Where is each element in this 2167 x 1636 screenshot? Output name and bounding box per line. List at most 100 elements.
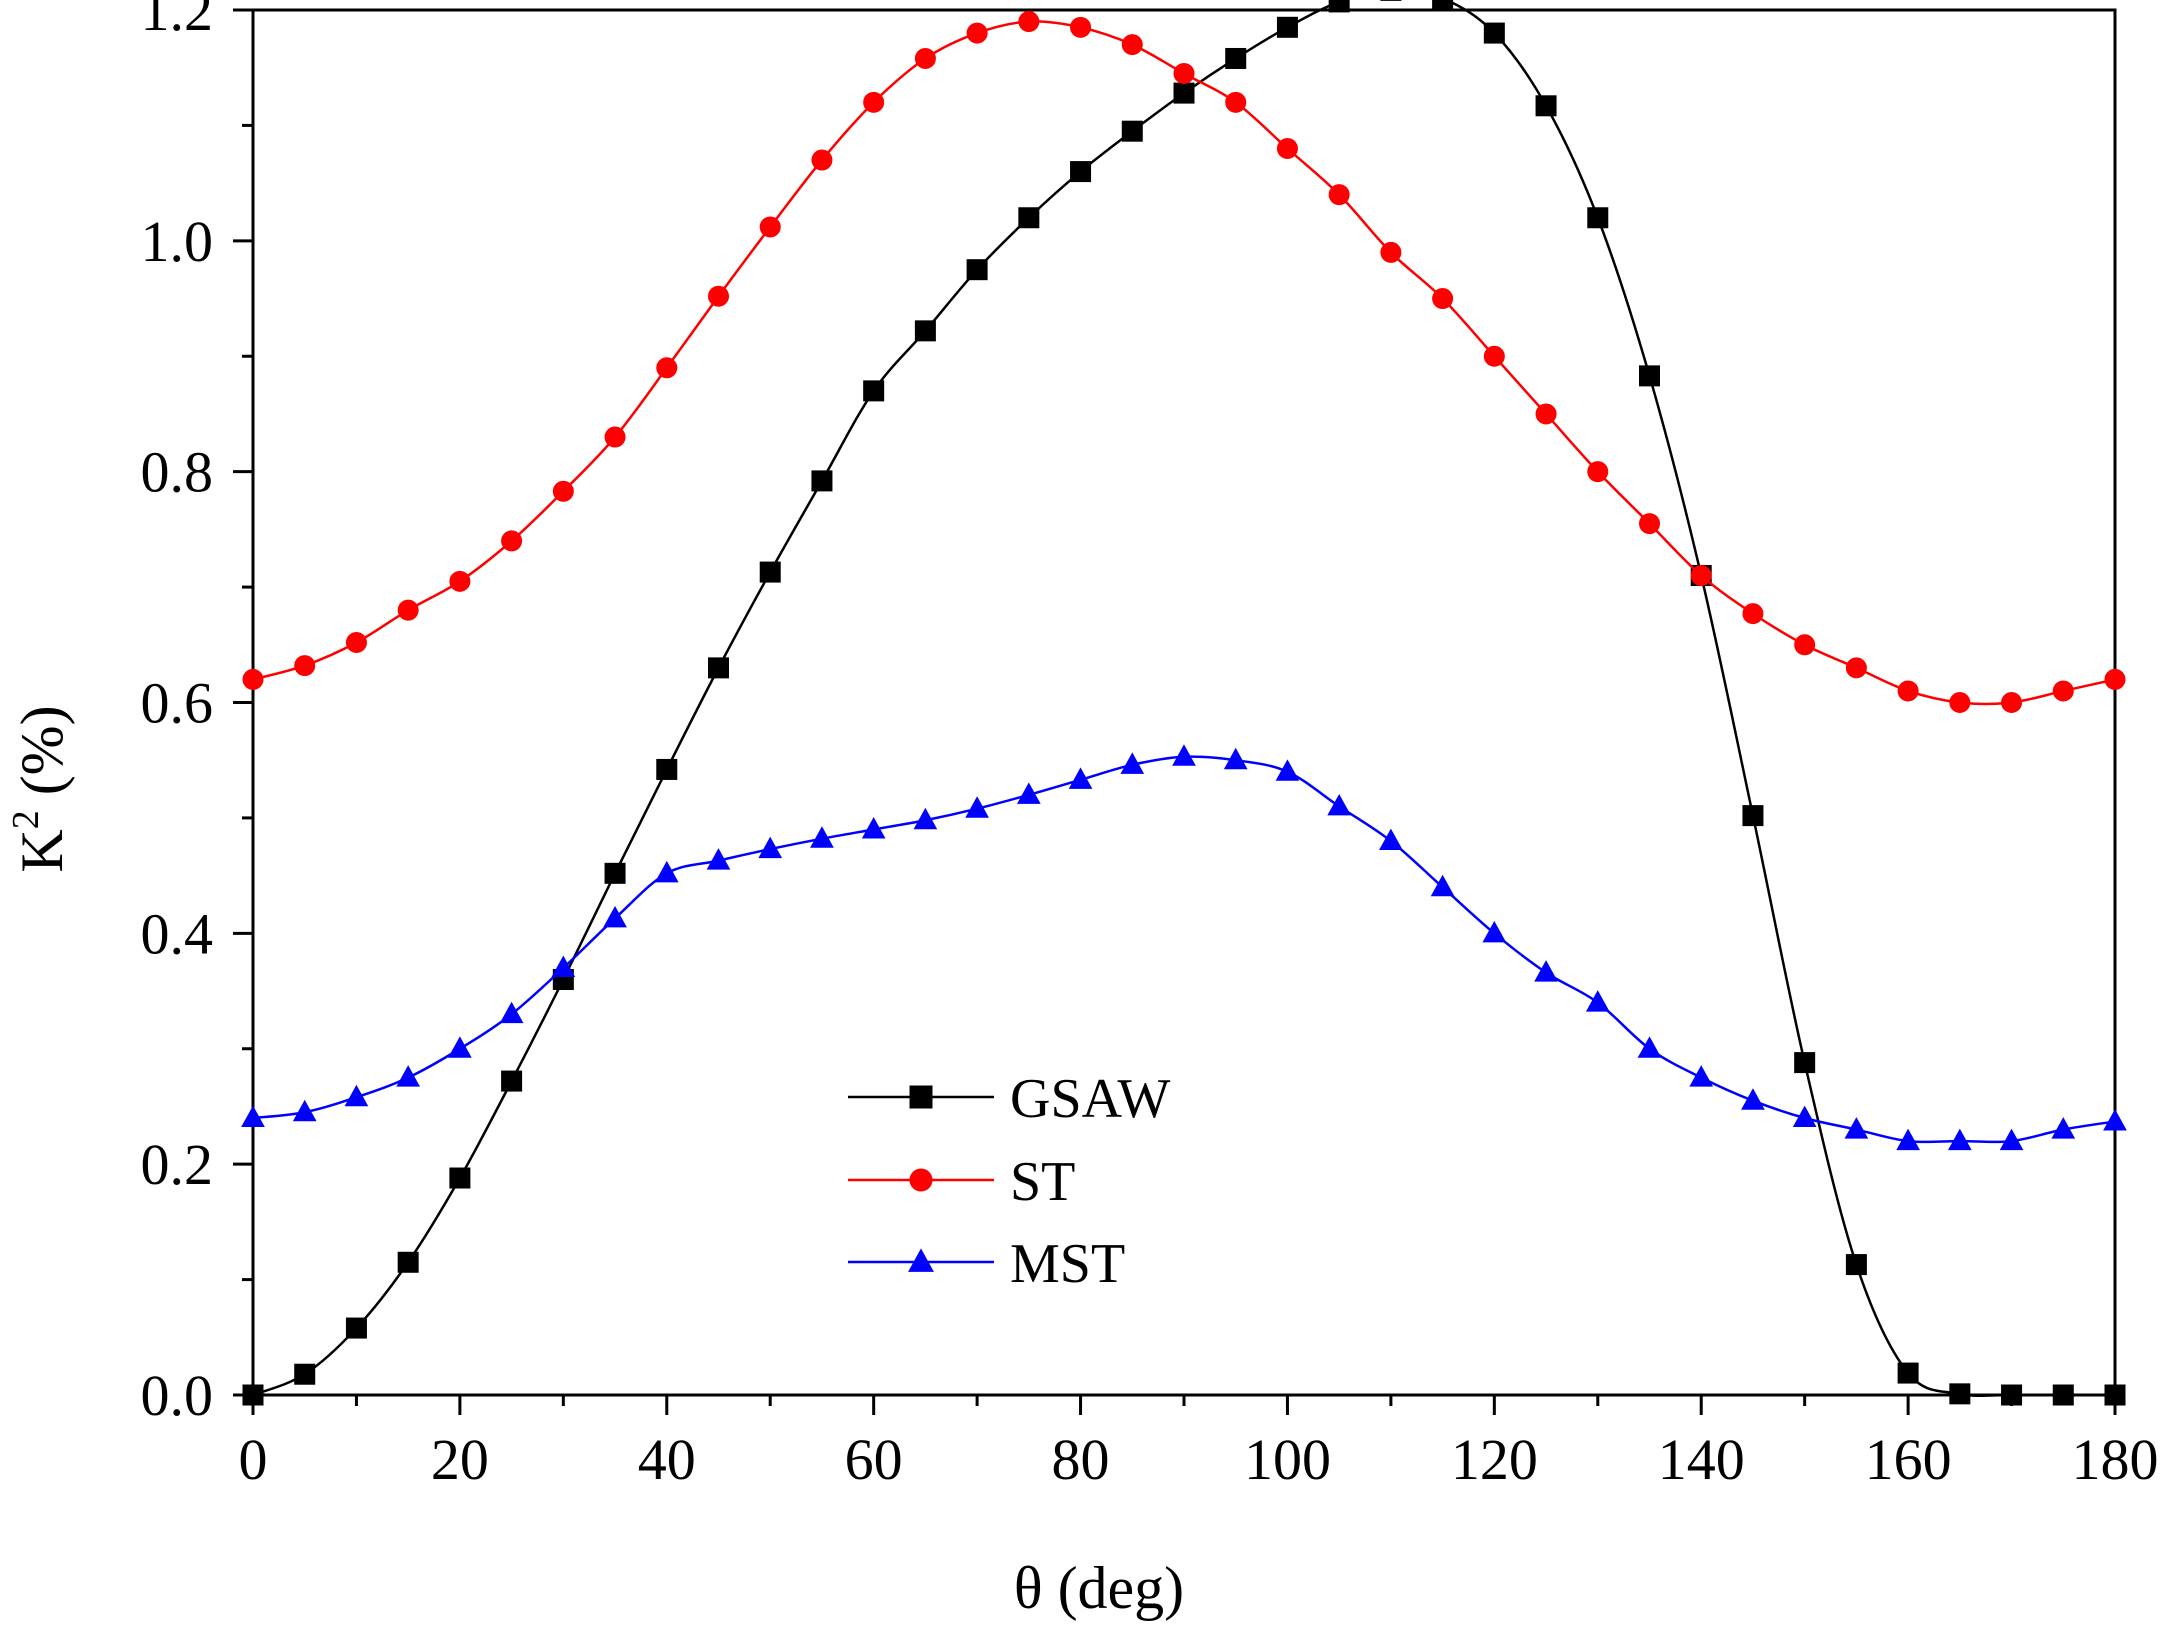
data-point-st <box>863 91 885 113</box>
data-point-st <box>294 655 316 677</box>
data-point-st <box>708 285 729 307</box>
data-point-mst <box>913 807 938 830</box>
y-tick-label: 1.2 <box>141 0 214 43</box>
data-point-mst <box>1637 1036 1662 1058</box>
y-tick-label: 0.2 <box>141 1132 214 1197</box>
data-point-mst <box>396 1065 421 1087</box>
data-point-gsaw <box>1225 47 1247 69</box>
data-point-gsaw <box>397 1251 419 1273</box>
x-tick-label: 60 <box>845 1427 903 1492</box>
data-point-st <box>1018 11 1040 33</box>
series-line-mst <box>252 755 2116 1144</box>
data-point-mst <box>499 1001 524 1024</box>
legend-entry-gsaw: GSAW <box>848 1068 1171 1130</box>
data-point-st <box>1587 461 1609 483</box>
data-point-gsaw <box>449 1167 471 1189</box>
data-point-st <box>1121 34 1143 56</box>
data-point-mst <box>965 796 989 818</box>
x-tick-label: 80 <box>1052 1427 1110 1492</box>
legend-label-mst: MST <box>1010 1233 1125 1295</box>
y-axis-title-sup: 2 <box>5 810 47 829</box>
data-point-mst <box>654 860 679 883</box>
data-point-st <box>1742 603 1764 625</box>
data-point-mst <box>241 1105 265 1128</box>
plot-area <box>251 8 2117 1397</box>
data-point-gsaw <box>966 259 988 281</box>
data-point-gsaw <box>501 1070 523 1092</box>
data-point-gsaw <box>1949 1383 1971 1405</box>
legend-marker-gsaw <box>909 1085 933 1109</box>
y-tick-label: 1.0 <box>141 209 214 274</box>
data-point-mst <box>1947 1128 1972 1151</box>
data-point-st <box>1173 62 1195 84</box>
data-point-gsaw <box>708 657 729 679</box>
x-tick-label: 0 <box>239 1427 268 1492</box>
data-point-gsaw <box>1432 0 1454 9</box>
data-point-mst <box>551 955 576 978</box>
data-point-st <box>1845 657 1867 679</box>
data-point-mst <box>603 905 627 928</box>
data-point-mst <box>1120 752 1145 774</box>
series-line-gsaw <box>252 0 2115 1398</box>
data-point-gsaw <box>345 1317 367 1339</box>
data-point-gsaw <box>759 561 781 583</box>
data-point-mst <box>1379 828 1403 851</box>
series-mst <box>241 744 2127 1151</box>
data-point-st <box>1897 680 1919 702</box>
data-point-gsaw <box>1794 1052 1816 1074</box>
series-layer <box>241 0 2127 1406</box>
data-point-st <box>1276 138 1298 159</box>
data-point-mst <box>1275 759 1300 781</box>
data-point-st <box>759 216 781 238</box>
data-point-st <box>1432 288 1454 310</box>
data-point-mst <box>1792 1105 1817 1128</box>
x-tick-label: 40 <box>638 1427 696 1492</box>
data-point-st <box>1380 241 1402 263</box>
data-point-gsaw <box>1276 16 1298 38</box>
legend: GSAW ST MST <box>848 1068 1171 1295</box>
data-point-gsaw <box>1742 805 1764 827</box>
data-point-gsaw <box>1070 161 1092 183</box>
data-point-mst <box>1430 874 1455 897</box>
data-point-st <box>1225 91 1247 113</box>
plot-frame <box>251 8 2117 1397</box>
y-tick-label: 0.8 <box>141 440 214 505</box>
data-point-mst <box>1068 767 1093 789</box>
x-tick-label: 100 <box>1244 1427 1331 1492</box>
data-point-st <box>345 631 367 653</box>
data-point-mst <box>1999 1128 2024 1151</box>
data-point-gsaw <box>2052 1384 2074 1406</box>
data-point-mst <box>1896 1128 1920 1151</box>
data-point-mst <box>448 1036 472 1058</box>
x-tick-label: 140 <box>1658 1427 1745 1492</box>
data-point-st <box>501 530 523 552</box>
data-point-gsaw <box>1587 207 1609 229</box>
data-point-mst <box>1689 1065 1714 1087</box>
data-point-mst <box>2103 1109 2127 1131</box>
data-point-mst <box>2051 1117 2076 1139</box>
data-point-mst <box>344 1084 369 1107</box>
data-point-st <box>449 570 471 592</box>
data-point-mst <box>1327 793 1352 816</box>
y-axis-title: K2 (%) <box>5 705 75 872</box>
data-point-mst <box>1172 744 1196 766</box>
legend-entry-st: ST <box>848 1151 1075 1213</box>
legend-label-gsaw: GSAW <box>1010 1068 1171 1130</box>
series-st <box>242 11 2126 713</box>
data-point-gsaw <box>1173 82 1195 104</box>
data-point-gsaw <box>1483 22 1505 44</box>
data-point-st <box>2001 692 2023 713</box>
x-tick-label: 120 <box>1451 1427 1538 1492</box>
data-point-mst <box>1482 920 1507 943</box>
data-point-st <box>966 22 988 44</box>
data-point-st <box>811 149 833 171</box>
data-point-gsaw <box>811 470 833 492</box>
y-tick-label: 0.6 <box>141 671 214 736</box>
legend-label-st: ST <box>1010 1151 1075 1213</box>
x-tick-label: 160 <box>1865 1427 1952 1492</box>
data-point-st <box>1483 345 1505 367</box>
data-point-gsaw <box>1897 1362 1919 1384</box>
x-tick-label: 20 <box>431 1427 489 1492</box>
data-point-mst <box>758 836 783 859</box>
y-tick-label: 0.4 <box>141 901 214 966</box>
